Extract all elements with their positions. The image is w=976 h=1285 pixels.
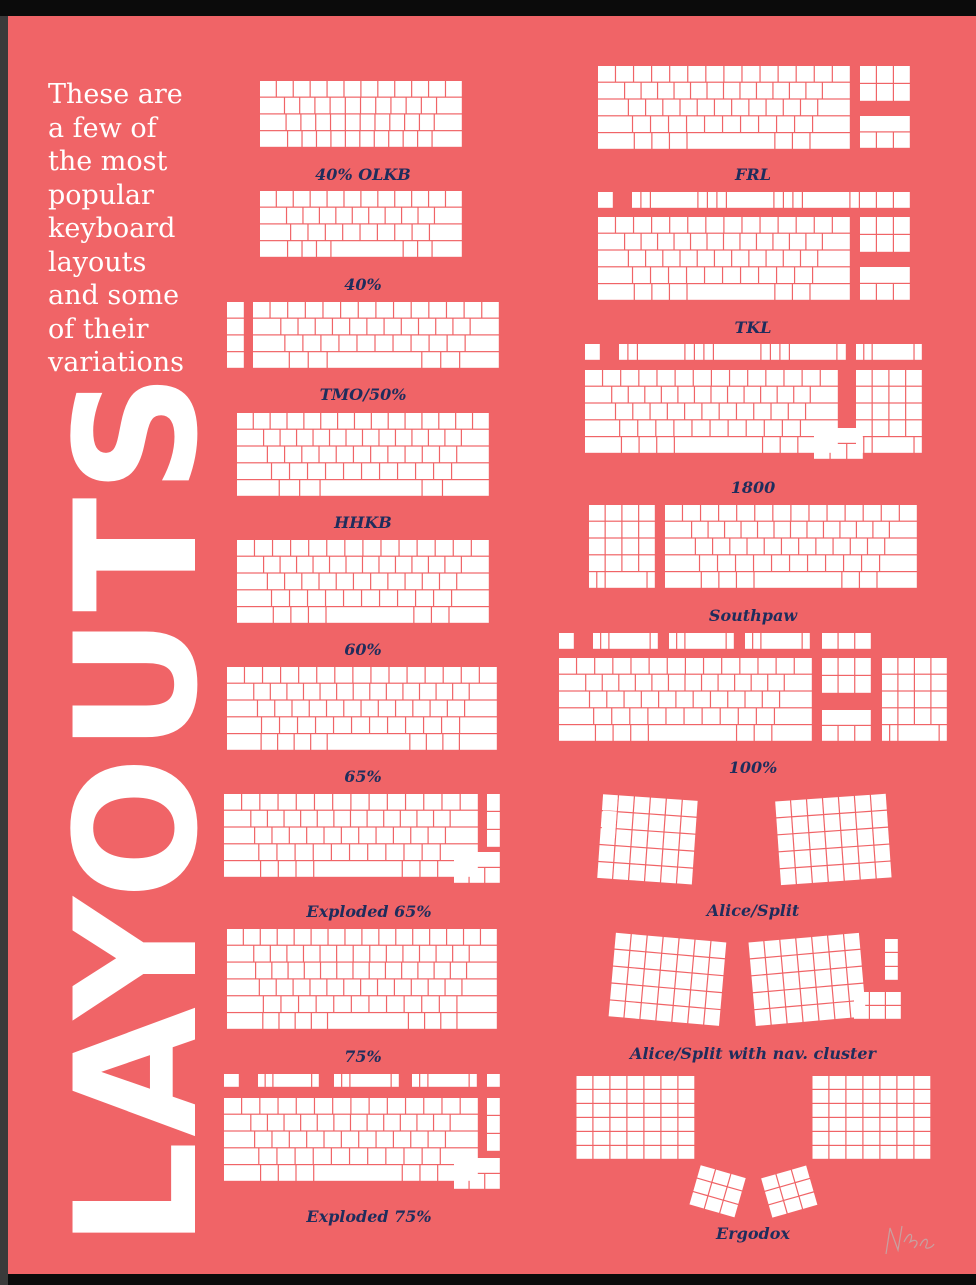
layout-label-tmo50: TMO/50% <box>319 385 407 404</box>
layout-label-frl: FRL <box>735 165 771 184</box>
layout-label-hhkb: HHKB <box>334 513 392 532</box>
keyboard-alice-split-part <box>601 796 618 839</box>
keyboard-illustrations <box>224 66 947 1218</box>
intro-text: These are a few of the most popular keyb… <box>48 79 184 378</box>
keyboard-40-olkb <box>260 81 462 147</box>
keyboard-tkl <box>598 192 910 300</box>
window-top-bar <box>0 0 976 16</box>
layout-label-alice-split: Alice/Split <box>706 901 800 920</box>
keyboard-ergodox-part <box>689 1165 746 1218</box>
keyboard-100 <box>559 633 947 741</box>
keyboard-alice-split-nav-part <box>608 932 727 1026</box>
keyboard-frl <box>598 66 910 149</box>
layouts-poster: These are a few of the most popular keyb… <box>8 16 976 1274</box>
keyboard-ergodox-part <box>812 1076 931 1159</box>
layout-label-1800: 1800 <box>730 478 776 497</box>
layout-label-southpaw: Southpaw <box>708 606 798 625</box>
window-left-edge <box>0 16 8 1285</box>
layout-label-exploded-65: Exploded 65% <box>306 902 432 921</box>
keyboard-hhkb <box>237 413 489 496</box>
layout-label-60: 60% <box>344 640 382 659</box>
keyboard-alice-split-nav-part <box>748 932 867 1027</box>
keyboard-exploded-75 <box>224 1074 500 1189</box>
layout-label-75: 75% <box>344 1047 382 1066</box>
keyboard-75 <box>227 929 497 1029</box>
layout-label-65: 65% <box>344 767 382 786</box>
keyboard-alice-split-part <box>775 793 892 886</box>
keyboard-40 <box>260 191 462 257</box>
layout-label-ergodox: Ergodox <box>716 1224 790 1243</box>
keyboard-tmo50 <box>227 302 499 368</box>
layout-label-alice-split-nav: Alice/Split with nav. cluster <box>630 1044 876 1063</box>
layout-label-exploded-75: Exploded 75% <box>306 1207 432 1226</box>
keyboard-ergodox-part <box>761 1165 818 1218</box>
keyboard-65 <box>227 667 497 750</box>
keyboard-60 <box>237 540 489 623</box>
keyboard-1800 <box>585 344 922 459</box>
keyboard-alice-split-nav-part <box>854 992 901 1019</box>
keyboard-exploded-65 <box>224 794 500 883</box>
layout-label-tkl: TKL <box>734 318 772 337</box>
keyboard-alice-split-nav-part <box>885 939 898 980</box>
keyboard-ergodox-part <box>576 1076 695 1159</box>
layout-label-40-olkb: 40% OLKB <box>315 165 411 184</box>
artist-signature <box>885 1225 935 1255</box>
layout-label-100: 100% <box>728 758 778 777</box>
layout-label-40: 40% <box>344 275 382 294</box>
keyboard-southpaw <box>589 505 917 588</box>
